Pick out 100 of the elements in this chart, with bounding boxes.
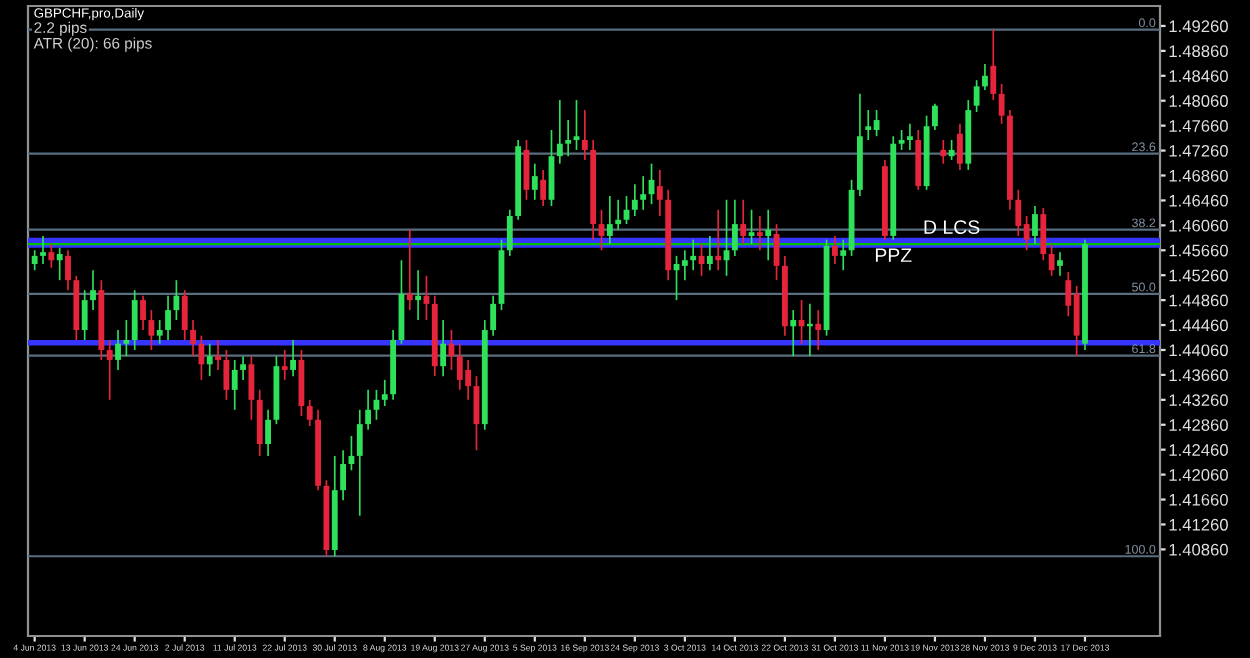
y-tick-label: 1.47260 — [1169, 144, 1228, 157]
candlestick — [565, 119, 572, 158]
candlestick — [1015, 188, 1022, 237]
candlestick — [173, 279, 180, 321]
candlestick — [48, 243, 55, 269]
candlestick — [932, 102, 938, 131]
y-tick-label: 1.46460 — [1169, 194, 1228, 207]
candlestick — [831, 235, 838, 265]
candlestick — [123, 319, 130, 358]
y-tick-label: 1.43660 — [1169, 369, 1228, 382]
candlestick — [306, 398, 313, 427]
candlestick — [581, 109, 588, 161]
candlestick — [915, 129, 922, 191]
candlestick — [681, 249, 688, 282]
candlestick — [973, 79, 980, 113]
candlestick — [1040, 207, 1047, 262]
candlestick — [506, 208, 513, 257]
candlestick — [940, 139, 947, 165]
candlestick — [81, 289, 88, 341]
candlestick — [790, 309, 797, 358]
candlestick — [706, 235, 713, 272]
candlestick — [573, 99, 580, 151]
candlestick — [998, 83, 1005, 125]
y-tick-label: 1.45660 — [1169, 244, 1228, 257]
y-tick-label: 1.44060 — [1169, 344, 1228, 357]
candlestick — [898, 129, 905, 151]
y-tick-label: 1.48460 — [1169, 70, 1228, 82]
candlestick — [606, 195, 613, 245]
candlestick — [465, 359, 472, 401]
candlestick — [90, 269, 96, 311]
y-tick-label: 1.43260 — [1169, 394, 1228, 407]
candlestick — [1032, 205, 1038, 245]
candlestick — [190, 319, 196, 358]
candlestick — [815, 309, 822, 351]
candlestick — [907, 122, 913, 151]
candlestick — [440, 319, 447, 377]
candlestick — [531, 162, 538, 201]
annotation: PPZ — [875, 248, 912, 262]
candlestick — [215, 339, 221, 371]
candlestick — [156, 319, 163, 345]
y-tick-label: 1.42060 — [1169, 469, 1228, 481]
y-tick-label: 1.47660 — [1169, 120, 1228, 132]
candlestick — [231, 359, 238, 411]
candlestick — [615, 198, 622, 231]
candlestick — [540, 169, 547, 207]
candlestick — [365, 389, 372, 431]
candlestick — [165, 294, 171, 341]
y-tick-label: 1.49260 — [1169, 20, 1228, 33]
candlestick — [957, 122, 963, 171]
candlestick — [631, 183, 638, 217]
candlestick — [948, 139, 955, 161]
candlestick — [490, 294, 497, 337]
y-tick-label: 1.40860 — [1169, 543, 1228, 556]
candlestick — [340, 449, 347, 501]
candlestick — [456, 342, 463, 391]
candlestick — [1048, 243, 1055, 277]
candlestick — [1057, 251, 1063, 277]
candlestick — [640, 175, 647, 211]
y-tick-label: 1.48860 — [1169, 45, 1228, 58]
candlestick — [115, 329, 121, 371]
candlestick — [556, 99, 563, 165]
candlestick — [248, 355, 255, 421]
candlestick — [148, 309, 155, 351]
candlestick — [65, 249, 71, 291]
candlestick — [873, 109, 880, 138]
candlestick — [181, 289, 188, 341]
y-tick-label: 1.41660 — [1169, 493, 1228, 506]
y-tick-label: 1.44860 — [1169, 294, 1228, 307]
candlestick — [281, 349, 288, 381]
candlestick — [840, 238, 847, 272]
candlestick — [265, 408, 271, 457]
candlestick — [982, 63, 988, 91]
y-tick-label: 1.45260 — [1169, 269, 1228, 282]
candlestick — [1073, 284, 1080, 358]
y-tick-label: 1.41260 — [1169, 518, 1228, 531]
y-tick-label: 1.48060 — [1169, 95, 1228, 107]
candlestick — [40, 235, 46, 265]
y-tick-label: 1.42460 — [1169, 444, 1228, 456]
candlestick — [415, 269, 422, 321]
candlestick — [206, 342, 213, 377]
candlestick — [298, 349, 305, 417]
candlestick — [140, 294, 146, 331]
candlestick — [765, 208, 772, 262]
candlestick — [290, 339, 296, 377]
y-tick-label: 1.42860 — [1169, 419, 1228, 431]
candlestick — [740, 198, 747, 245]
candlestick — [356, 408, 363, 517]
candlestick — [240, 355, 246, 381]
y-tick-label: 1.46860 — [1169, 169, 1228, 182]
y-tick-label: 1.46060 — [1169, 219, 1228, 232]
candlestick — [31, 249, 38, 272]
candlestick — [198, 334, 205, 381]
candlestick — [131, 289, 138, 351]
candlestick — [406, 228, 413, 311]
candlestick — [381, 379, 388, 407]
candlestick — [256, 389, 263, 457]
y-tick-label: 1.44460 — [1169, 319, 1228, 332]
candlestick — [990, 28, 997, 101]
candlestick — [690, 238, 697, 272]
candlestick — [56, 246, 63, 282]
